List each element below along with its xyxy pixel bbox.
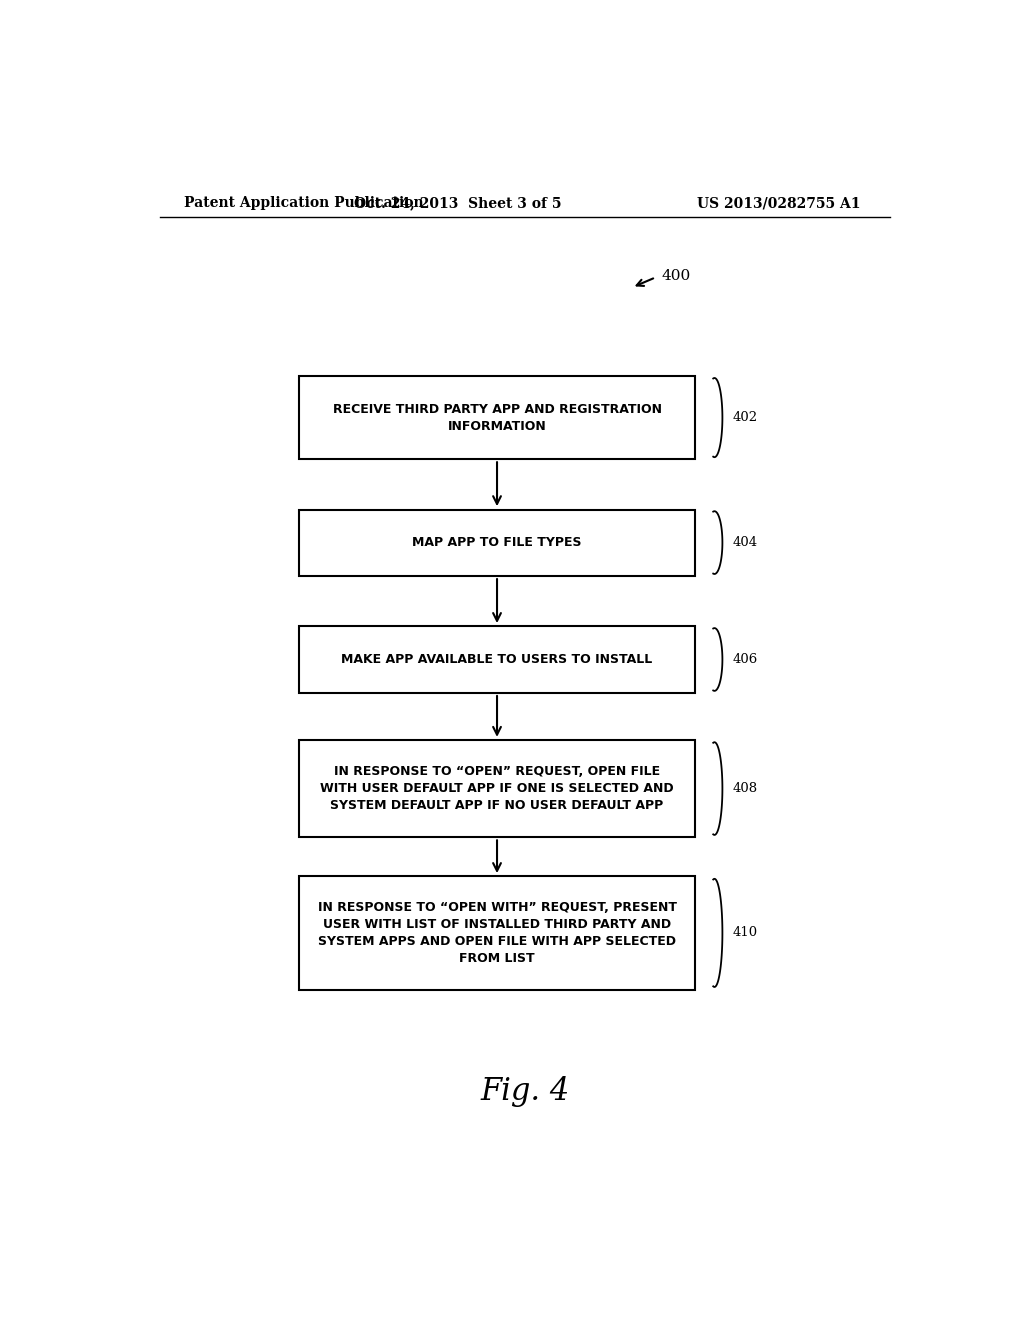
Text: Fig. 4: Fig. 4 <box>480 1076 569 1107</box>
Text: 402: 402 <box>733 411 758 424</box>
Bar <box>299 376 695 459</box>
Bar <box>299 876 695 990</box>
Text: MAKE APP AVAILABLE TO USERS TO INSTALL: MAKE APP AVAILABLE TO USERS TO INSTALL <box>341 653 652 667</box>
Text: MAP APP TO FILE TYPES: MAP APP TO FILE TYPES <box>413 536 582 549</box>
Text: 406: 406 <box>733 653 758 667</box>
Text: RECEIVE THIRD PARTY APP AND REGISTRATION
INFORMATION: RECEIVE THIRD PARTY APP AND REGISTRATION… <box>333 403 662 433</box>
Text: 408: 408 <box>733 781 758 795</box>
Bar <box>299 627 695 693</box>
Text: 400: 400 <box>662 269 690 284</box>
Bar <box>299 739 695 837</box>
Text: 410: 410 <box>733 927 758 940</box>
Text: IN RESPONSE TO “OPEN WITH” REQUEST, PRESENT
USER WITH LIST OF INSTALLED THIRD PA: IN RESPONSE TO “OPEN WITH” REQUEST, PRES… <box>317 900 677 965</box>
Text: IN RESPONSE TO “OPEN” REQUEST, OPEN FILE
WITH USER DEFAULT APP IF ONE IS SELECTE: IN RESPONSE TO “OPEN” REQUEST, OPEN FILE… <box>321 766 674 812</box>
Text: 404: 404 <box>733 536 758 549</box>
Text: Oct. 24, 2013  Sheet 3 of 5: Oct. 24, 2013 Sheet 3 of 5 <box>353 197 561 210</box>
Text: US 2013/0282755 A1: US 2013/0282755 A1 <box>697 197 860 210</box>
Bar <box>299 510 695 576</box>
Text: Patent Application Publication: Patent Application Publication <box>183 197 423 210</box>
